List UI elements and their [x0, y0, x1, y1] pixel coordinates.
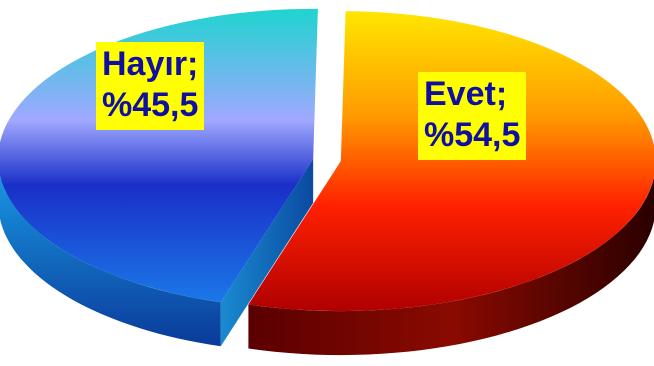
slice-label-evet: Evet; [424, 75, 508, 113]
slice-value-hayir: %45,5 [102, 86, 199, 124]
slice-top-evet [248, 11, 654, 312]
data-label-evet: Evet; %54,5 [418, 72, 527, 160]
slice-label-hayir: Hayır; [102, 45, 199, 83]
data-label-hayir: Hayır; %45,5 [96, 42, 205, 130]
slice-cut-hayir [220, 158, 314, 347]
slice-side-hayir [0, 174, 221, 347]
slice-top-hayir [0, 8, 318, 303]
slice-side-evet [248, 177, 654, 356]
slices-layer [0, 8, 654, 356]
slice-value-evet: %54,5 [424, 116, 521, 154]
